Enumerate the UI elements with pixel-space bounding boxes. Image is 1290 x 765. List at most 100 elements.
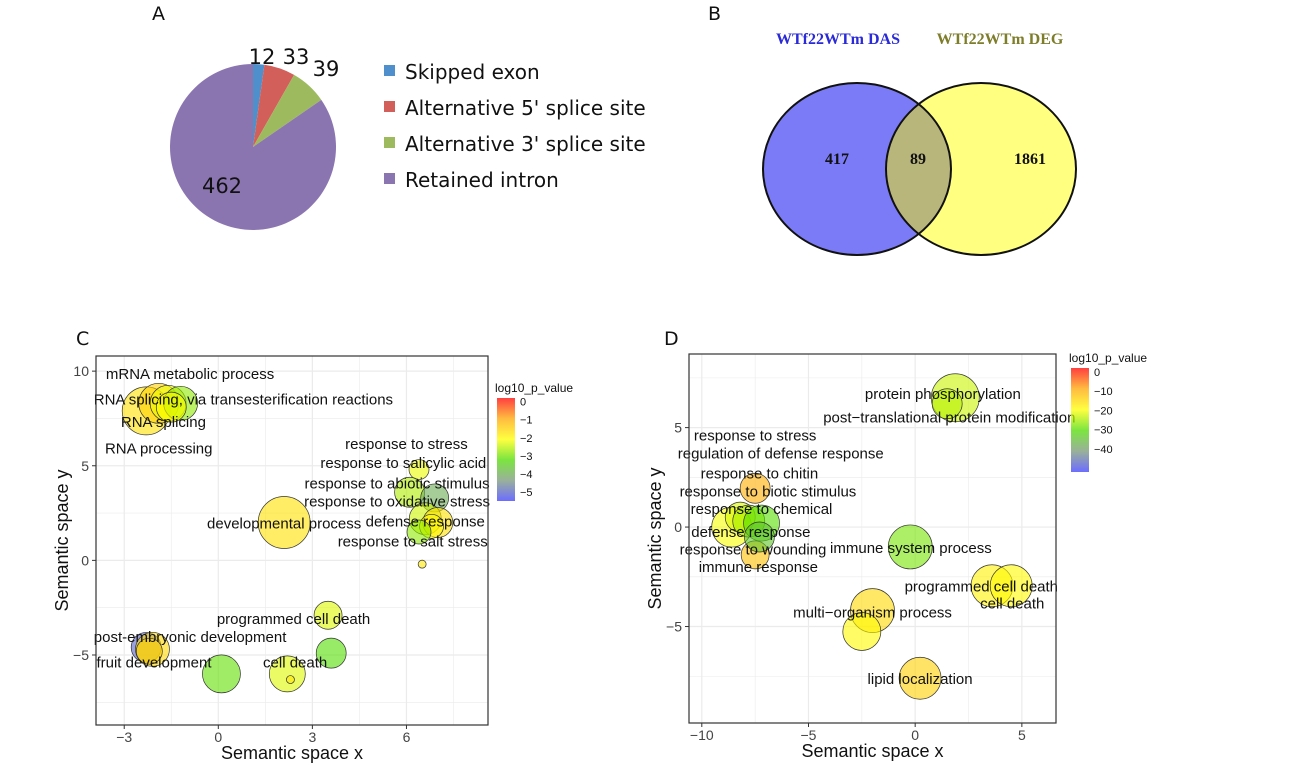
x-tick-label: −3	[116, 729, 132, 745]
legend-label: Alternative 3' splice site	[405, 132, 646, 156]
panel-a-letter: A	[152, 3, 165, 25]
bubble	[155, 391, 187, 423]
bubble	[744, 521, 775, 553]
bubble-label: response to salicylic acid	[320, 455, 486, 472]
bubble	[406, 519, 432, 545]
bubble	[315, 637, 347, 669]
bubble-label: mRNA metabolic process	[106, 366, 274, 383]
bubble	[931, 388, 963, 420]
bubble-label: immune system process	[830, 540, 992, 557]
y-tick-label: 0	[674, 519, 682, 535]
y-axis-title: Semantic space y	[645, 467, 665, 609]
bubble-label: RNA splicing	[121, 414, 206, 431]
bubble-label: response to salt stress	[338, 533, 488, 550]
pie-data-label: 39	[313, 57, 340, 81]
bubble-label: response to chitin	[701, 465, 819, 482]
venn-title-deg: WTf22WTm DEG	[937, 31, 1064, 48]
bubble	[842, 612, 882, 651]
colorbar	[497, 398, 515, 501]
panel-b-letter: B	[708, 3, 721, 25]
plot-frame	[688, 353, 1057, 724]
bubble	[268, 655, 306, 693]
venn-overlap	[886, 83, 951, 255]
x-tick-label: −5	[801, 727, 817, 743]
pie-data-label: 12	[249, 45, 276, 69]
colorbar-tick-label: 0	[1094, 367, 1100, 379]
colorbar-title: log10_p_value	[1069, 351, 1147, 365]
bubble	[408, 459, 430, 480]
y-tick-label: 0	[81, 552, 89, 568]
bubble	[989, 564, 1033, 608]
bubble-label: RNA splicing, via transesterification re…	[94, 392, 393, 409]
bubble-label: response to stress	[345, 436, 468, 453]
bubble-label: RNA processing	[105, 441, 213, 458]
colorbar-tick-label: −3	[520, 451, 533, 463]
colorbar-tick-label: −5	[520, 487, 533, 499]
y-axis-title: Semantic space y	[52, 469, 72, 611]
venn-outline	[885, 82, 1077, 256]
colorbar-title: log10_p_value	[495, 381, 573, 395]
bubble-label: post-embryonic development	[94, 629, 287, 646]
panel-c-letter: C	[76, 328, 89, 350]
bubble-label: protein phosphorylation	[865, 386, 1021, 403]
bubble-label: multi−organism process	[793, 605, 952, 622]
legend-swatch	[384, 101, 395, 112]
bubble-label: defense response	[366, 514, 485, 531]
bubble-label: response to wounding	[680, 541, 827, 558]
bubble-label: response to chemical	[691, 501, 833, 518]
bubble	[417, 559, 427, 569]
plot-frame	[95, 355, 489, 726]
x-axis-title: Semantic space x	[801, 741, 943, 761]
colorbar	[1071, 368, 1089, 472]
legend-swatch	[384, 65, 395, 76]
pie-data-label: 462	[202, 174, 242, 198]
venn-count-deg: 1861	[1014, 151, 1046, 168]
bubble-label: programmed cell death	[905, 578, 1058, 595]
bubble-label: post−translational protein modification	[823, 410, 1075, 427]
bubble-label: developmental process	[207, 515, 361, 532]
scatter-plot-c: mRNA metabolic process RNA splicing, via …	[52, 355, 573, 763]
bubble-label: response to stress	[694, 428, 817, 445]
venn-title-das: WTf22WTm DAS	[776, 31, 900, 48]
bubble	[898, 656, 942, 700]
x-tick-label: 0	[911, 727, 919, 743]
bubble	[202, 654, 241, 694]
scatter-plot-d: protein phosphorylation post−translationa…	[645, 351, 1147, 761]
pie-data-label: 33	[283, 45, 310, 69]
bubble-label: response to biotic stimulus	[680, 483, 857, 500]
pie-slice	[169, 64, 336, 231]
bubble	[286, 675, 295, 684]
legend-label: Retained intron	[405, 168, 559, 192]
colorbar-tick-label: −4	[520, 469, 533, 481]
x-tick-label: 5	[1018, 727, 1026, 743]
colorbar-tick-label: −20	[1094, 405, 1113, 417]
bubble	[135, 637, 163, 665]
x-axis-title: Semantic space x	[221, 743, 363, 763]
bubble	[739, 472, 771, 504]
colorbar-tick-label: −40	[1094, 444, 1113, 456]
legend-label: Alternative 5' splice site	[405, 96, 646, 120]
x-tick-label: 0	[214, 729, 222, 745]
y-tick-label: −5	[666, 619, 682, 635]
venn-outline	[762, 82, 952, 256]
x-tick-label: 6	[403, 729, 411, 745]
bubble-label: regulation of defense response	[678, 445, 884, 462]
legend-swatch	[384, 173, 395, 184]
bubble-label: cell death	[263, 655, 327, 672]
colorbar-tick-label: −30	[1094, 425, 1113, 437]
y-tick-label: 5	[81, 458, 89, 474]
x-tick-label: −10	[690, 727, 714, 743]
pie-slice	[253, 64, 295, 147]
bubble-label: immune response	[699, 559, 818, 576]
bubble-label: defense response	[691, 524, 810, 541]
venn-count-das: 417	[825, 151, 849, 168]
y-tick-label: −5	[73, 647, 89, 663]
x-tick-label: 3	[308, 729, 316, 745]
bubble-label: lipid localization	[868, 671, 973, 688]
bubble-label: fruit development	[96, 655, 212, 672]
colorbar-tick-label: −1	[520, 415, 533, 427]
colorbar-tick-label: 0	[520, 397, 526, 409]
pie-chart: 12 33 39 462 Skipped exon Alternative 5' spli…	[169, 45, 646, 231]
venn-count-overlap: 89	[910, 151, 926, 168]
